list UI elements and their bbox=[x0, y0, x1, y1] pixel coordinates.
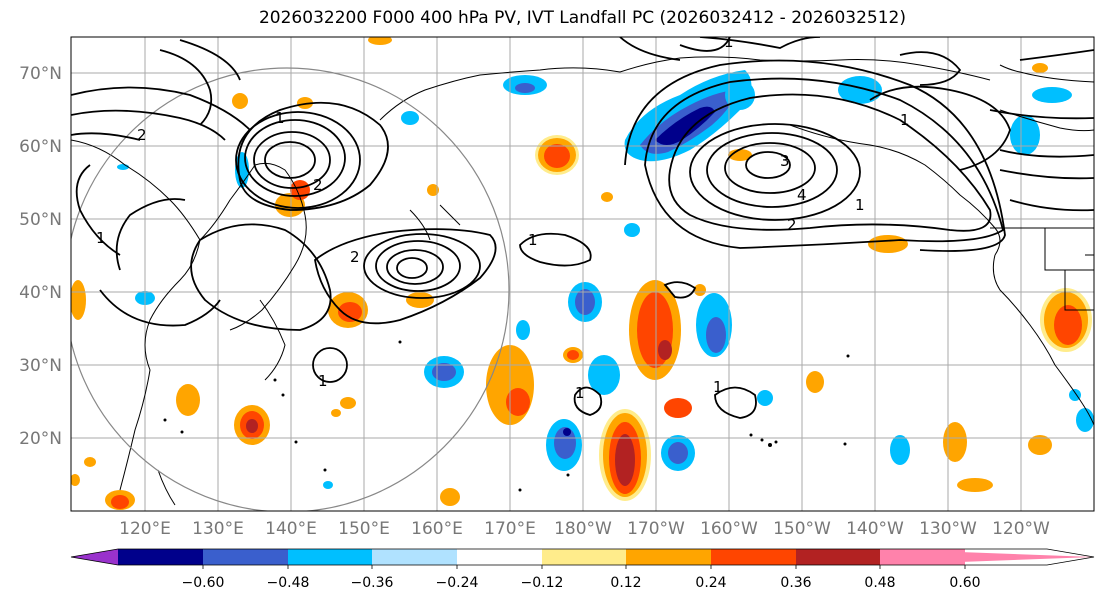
lon-label: 150°E bbox=[338, 519, 390, 539]
lon-label: 160°W bbox=[700, 519, 758, 539]
radius-circle bbox=[71, 67, 510, 511]
contour-label: 1 bbox=[855, 196, 865, 214]
colorbar-segment bbox=[626, 549, 711, 565]
lon-label: 160°E bbox=[411, 519, 463, 539]
latitude-labels: 70°N 60°N 50°N 40°N 30°N 20°N bbox=[19, 64, 62, 449]
coastlines bbox=[71, 56, 1094, 506]
colorbar-segment bbox=[288, 549, 372, 565]
colorbar-segment bbox=[203, 549, 288, 565]
colorbar-segment bbox=[880, 549, 965, 565]
map-title: 2026032200 F000 400 hPa PV, IVT Landfall… bbox=[258, 8, 906, 28]
lon-label: 180°W bbox=[554, 519, 612, 539]
colorbar-segment bbox=[711, 549, 796, 565]
contour-labels: 1 2 2 3 4 1 2 1 1 1 1 1 1 1 2 bbox=[96, 33, 910, 402]
contour-label: 2 bbox=[137, 126, 147, 144]
colorbar-tick: −0.36 bbox=[351, 575, 394, 591]
pv-contours bbox=[71, 37, 1094, 419]
contour-label: 1 bbox=[318, 372, 328, 390]
lat-label: 40°N bbox=[19, 283, 62, 303]
colorbar-segment bbox=[118, 549, 203, 565]
lon-label: 170°E bbox=[484, 519, 536, 539]
contour-label: 1 bbox=[575, 384, 585, 402]
lat-label: 30°N bbox=[19, 356, 62, 376]
colorbar-tick: −0.48 bbox=[267, 575, 310, 591]
lat-label: 50°N bbox=[19, 210, 62, 230]
colorbar-segment bbox=[542, 549, 626, 565]
lat-label: 70°N bbox=[19, 64, 62, 84]
lon-label: 120°E bbox=[119, 519, 171, 539]
contour-label: 2 bbox=[313, 176, 323, 194]
lon-label: 130°W bbox=[919, 519, 977, 539]
gridlines bbox=[71, 37, 1094, 511]
colorbar-tick: 0.48 bbox=[864, 575, 895, 591]
lon-label: 140°W bbox=[846, 519, 904, 539]
lon-label: 130°E bbox=[192, 519, 244, 539]
colorbar: −0.60 −0.48 −0.36 −0.24 −0.12 0.12 0.24 … bbox=[70, 548, 1095, 591]
colorbar-tick: 0.36 bbox=[780, 575, 811, 591]
islands bbox=[163, 340, 850, 492]
lon-label: 170°W bbox=[627, 519, 685, 539]
lon-label: 140°E bbox=[265, 519, 317, 539]
lat-label: 20°N bbox=[19, 429, 62, 449]
contour-label: 1 bbox=[724, 33, 734, 51]
contour-label: 2 bbox=[350, 248, 360, 266]
lon-label: 150°W bbox=[773, 519, 831, 539]
contour-label: 3 bbox=[780, 152, 790, 170]
colorbar-tick: −0.12 bbox=[521, 575, 564, 591]
contour-label: 1 bbox=[528, 231, 538, 249]
lat-label: 60°N bbox=[19, 137, 62, 157]
colorbar-extend-low bbox=[71, 549, 118, 565]
colorbar-segment bbox=[457, 549, 542, 565]
colorbar-segment bbox=[372, 549, 457, 565]
negative-anomaly-shading bbox=[117, 70, 1094, 489]
plot-frame bbox=[70, 36, 1095, 512]
contour-label: 1 bbox=[713, 378, 723, 396]
colorbar-tick: −0.60 bbox=[182, 575, 225, 591]
contour-label: 4 bbox=[797, 186, 807, 204]
colorbar-tick: 0.60 bbox=[949, 575, 980, 591]
contour-label: 1 bbox=[900, 111, 910, 129]
colorbar-tick: 0.12 bbox=[610, 575, 641, 591]
colorbar-tick: −0.24 bbox=[436, 575, 479, 591]
contour-label: 2 bbox=[787, 216, 797, 234]
longitude-labels: 120°E 130°E 140°E 150°E 160°E 170°E 180°… bbox=[119, 519, 1050, 539]
contour-label: 1 bbox=[96, 229, 106, 247]
colorbar-tick: 0.24 bbox=[695, 575, 726, 591]
contour-label: 1 bbox=[275, 109, 285, 127]
colorbar-segment bbox=[796, 549, 880, 565]
lon-label: 120°W bbox=[992, 519, 1050, 539]
